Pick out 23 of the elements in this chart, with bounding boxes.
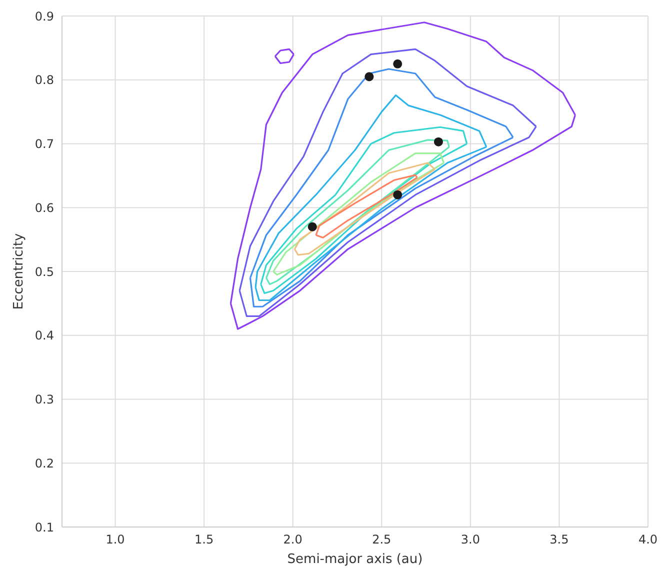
y-tick-label: 0.3: [34, 392, 54, 407]
x-tick-label: 4.0: [638, 532, 658, 547]
x-tick-label: 3.5: [550, 532, 569, 547]
point: [434, 137, 443, 146]
x-tick-label: 2.0: [283, 532, 302, 547]
y-tick-label: 0.2: [34, 456, 54, 470]
y-axis-title: Eccentricity: [12, 233, 27, 310]
point: [308, 222, 317, 232]
x-tick-label: 1.5: [194, 532, 214, 547]
y-tick-label: 0.8: [34, 73, 54, 88]
y-tick-label: 0.4: [34, 328, 54, 343]
x-tick-label: 1.0: [106, 532, 125, 547]
y-tick-label: 0.9: [34, 9, 54, 24]
point: [364, 72, 374, 82]
x-tick-label: 3.0: [460, 532, 480, 547]
y-tick-label: 0.7: [34, 137, 54, 152]
y-tick-label: 0.5: [34, 264, 54, 279]
x-axis-title: Semi-major axis (au): [287, 552, 423, 567]
x-tick-label: 2.5: [372, 532, 392, 547]
point: [393, 59, 402, 68]
y-tick-label: 0.6: [34, 200, 54, 215]
point: [393, 190, 402, 200]
y-tick-label: 0.1: [34, 520, 54, 534]
